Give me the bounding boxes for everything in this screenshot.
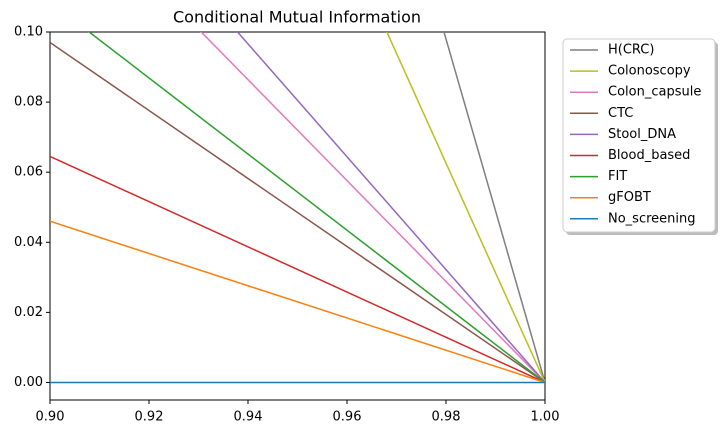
series-line	[50, 155, 545, 384]
y-tick-label: 0.04	[14, 235, 43, 250]
series-line	[200, 32, 545, 384]
chart-title: Conditional Mutual Information	[173, 8, 421, 27]
legend-label: Colon_capsule	[608, 85, 701, 100]
plot-lines	[50, 32, 545, 384]
legend-label: H(CRC)	[608, 43, 654, 58]
series-line	[386, 32, 545, 383]
series-line	[50, 220, 545, 384]
series-line	[50, 41, 545, 384]
plot-frame	[49, 31, 546, 401]
x-tick-label: 0.90	[36, 410, 65, 425]
y-tick-label: 0.00	[14, 375, 43, 390]
legend-label: Stool_DNA	[608, 127, 676, 142]
legend-label: No_screening	[608, 211, 696, 226]
x-tick-label: 0.96	[333, 410, 362, 425]
series-line	[236, 32, 545, 383]
x-tick-label: 0.92	[135, 410, 164, 425]
legend-label: gFOBT	[608, 190, 651, 205]
legend-label: FIT	[608, 169, 627, 184]
series-line	[443, 32, 545, 383]
y-tick-label: 0.08	[14, 95, 43, 110]
series-line	[87, 32, 545, 384]
y-tick-label: 0.10	[14, 25, 43, 40]
x-tick-label: 0.98	[432, 410, 461, 425]
legend-label: Blood_based	[608, 148, 690, 163]
x-tick-label: 0.94	[234, 410, 263, 425]
x-tick-label: 1.00	[531, 410, 560, 425]
legend-label: CTC	[608, 106, 633, 121]
legend-label: Colonoscopy	[608, 64, 691, 79]
legend-box	[562, 38, 716, 233]
y-tick-label: 0.06	[14, 165, 43, 180]
y-tick-label: 0.02	[14, 305, 43, 320]
